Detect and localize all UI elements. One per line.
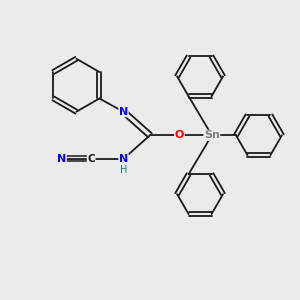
Text: O: O	[175, 130, 184, 140]
Text: H: H	[120, 165, 127, 175]
Text: N: N	[119, 107, 128, 117]
Text: C: C	[87, 154, 95, 164]
Text: Sn: Sn	[204, 130, 220, 140]
Text: N: N	[119, 154, 128, 164]
Text: N: N	[57, 154, 66, 164]
